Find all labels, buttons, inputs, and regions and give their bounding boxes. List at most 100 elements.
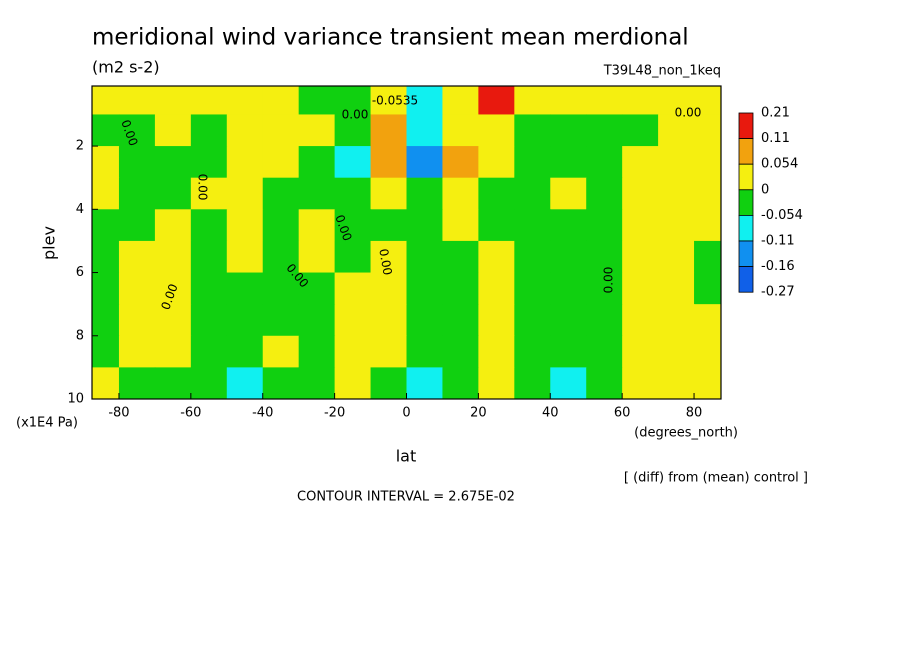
field-cell	[370, 114, 407, 147]
field-cell	[514, 335, 551, 368]
field-cell	[370, 304, 407, 337]
field-cell	[92, 335, 120, 368]
x-tick-label: 80	[686, 406, 703, 421]
x-tick-label: 20	[470, 406, 487, 421]
y-tick-label: 10	[67, 392, 84, 407]
field-cell	[118, 304, 156, 337]
field-cell	[334, 177, 372, 210]
field-cell	[694, 209, 721, 242]
field-cell	[370, 272, 407, 305]
field-cell	[334, 335, 372, 368]
colorbar-label: 0	[761, 182, 769, 197]
field-cell	[262, 209, 300, 242]
field-cell	[226, 209, 264, 242]
field-cell	[298, 335, 336, 368]
field-cell	[262, 335, 300, 368]
field-cell	[442, 367, 479, 399]
field-cell	[406, 86, 443, 115]
field-cell	[478, 304, 515, 337]
chart-title: meridional wind variance transient mean …	[92, 25, 689, 51]
colorbar-box	[738, 163, 754, 191]
field-cell	[478, 114, 515, 147]
field-cell	[118, 240, 156, 274]
field-cell	[226, 272, 264, 305]
field-cell	[478, 177, 515, 210]
field-cell	[226, 304, 264, 337]
colorbar-box	[738, 266, 754, 293]
colorbar-box	[738, 138, 754, 165]
field-cell	[334, 146, 372, 179]
field-cell	[154, 177, 192, 210]
field-cell	[442, 86, 479, 115]
field-cell	[262, 240, 300, 274]
y-axis-label: plev	[40, 226, 59, 260]
field-cell	[226, 86, 264, 115]
field-cell	[586, 209, 623, 242]
field-cell	[514, 177, 551, 210]
field	[92, 86, 721, 399]
field-cell	[658, 177, 695, 210]
field-cell	[370, 177, 407, 210]
x-tick-label: 0	[402, 406, 410, 421]
y-tick-label: 4	[76, 202, 84, 217]
field-cell	[694, 335, 721, 368]
field-cell	[586, 114, 623, 147]
field-cell	[92, 146, 120, 179]
contour-interval: CONTOUR INTERVAL = 2.675E-02	[297, 490, 515, 505]
x-tick-label: -60	[180, 406, 201, 421]
field-cell	[694, 86, 721, 115]
field-cell	[334, 86, 372, 115]
field-cell	[298, 114, 336, 147]
field-cell	[334, 304, 372, 337]
x-tick-label: -40	[252, 406, 273, 421]
colorbar-box	[738, 214, 754, 242]
field-cell	[406, 114, 443, 147]
field-cell	[514, 86, 551, 115]
field-cell	[442, 209, 479, 242]
contour-label: 0.00	[602, 267, 616, 294]
field-cell	[442, 335, 479, 368]
field-cell	[658, 240, 695, 274]
colorbar-label: 0.21	[761, 106, 790, 121]
field-cell	[334, 209, 372, 242]
field-cell	[550, 146, 587, 179]
field-cell	[190, 335, 228, 368]
field-cell	[550, 367, 587, 399]
field-cell	[334, 367, 372, 399]
field-cell	[92, 114, 120, 147]
field-cell	[694, 367, 721, 399]
field-cell	[298, 304, 336, 337]
field-cell	[154, 272, 192, 305]
field-cell	[442, 146, 479, 179]
field-cell	[190, 272, 228, 305]
field-cell	[586, 335, 623, 368]
field-cell	[586, 304, 623, 337]
field-cell	[694, 240, 721, 274]
y-tick-label: 2	[76, 139, 84, 154]
field-cell	[622, 114, 659, 147]
field-cell	[622, 240, 659, 274]
field-cell	[154, 86, 192, 115]
field-cell	[262, 86, 300, 115]
field-cell	[622, 146, 659, 179]
field-cell	[622, 367, 659, 399]
colorbar-label: -0.054	[761, 208, 803, 223]
field-cell	[298, 272, 336, 305]
field-cell	[370, 209, 407, 242]
field-cell	[550, 86, 587, 115]
field-cell	[622, 86, 659, 115]
field-cell	[586, 177, 623, 210]
field-cell	[658, 209, 695, 242]
field-cell	[118, 367, 156, 399]
field-cell	[92, 304, 120, 337]
field-cell	[370, 367, 407, 399]
field-cell	[334, 114, 372, 147]
field-cell	[262, 177, 300, 210]
field-cell	[406, 367, 443, 399]
dataset-label: T39L48_non_1keq	[603, 64, 721, 79]
colorbar-box	[738, 189, 754, 216]
field-cell	[154, 114, 192, 147]
field-cell	[118, 146, 156, 179]
field-cell	[442, 177, 479, 210]
